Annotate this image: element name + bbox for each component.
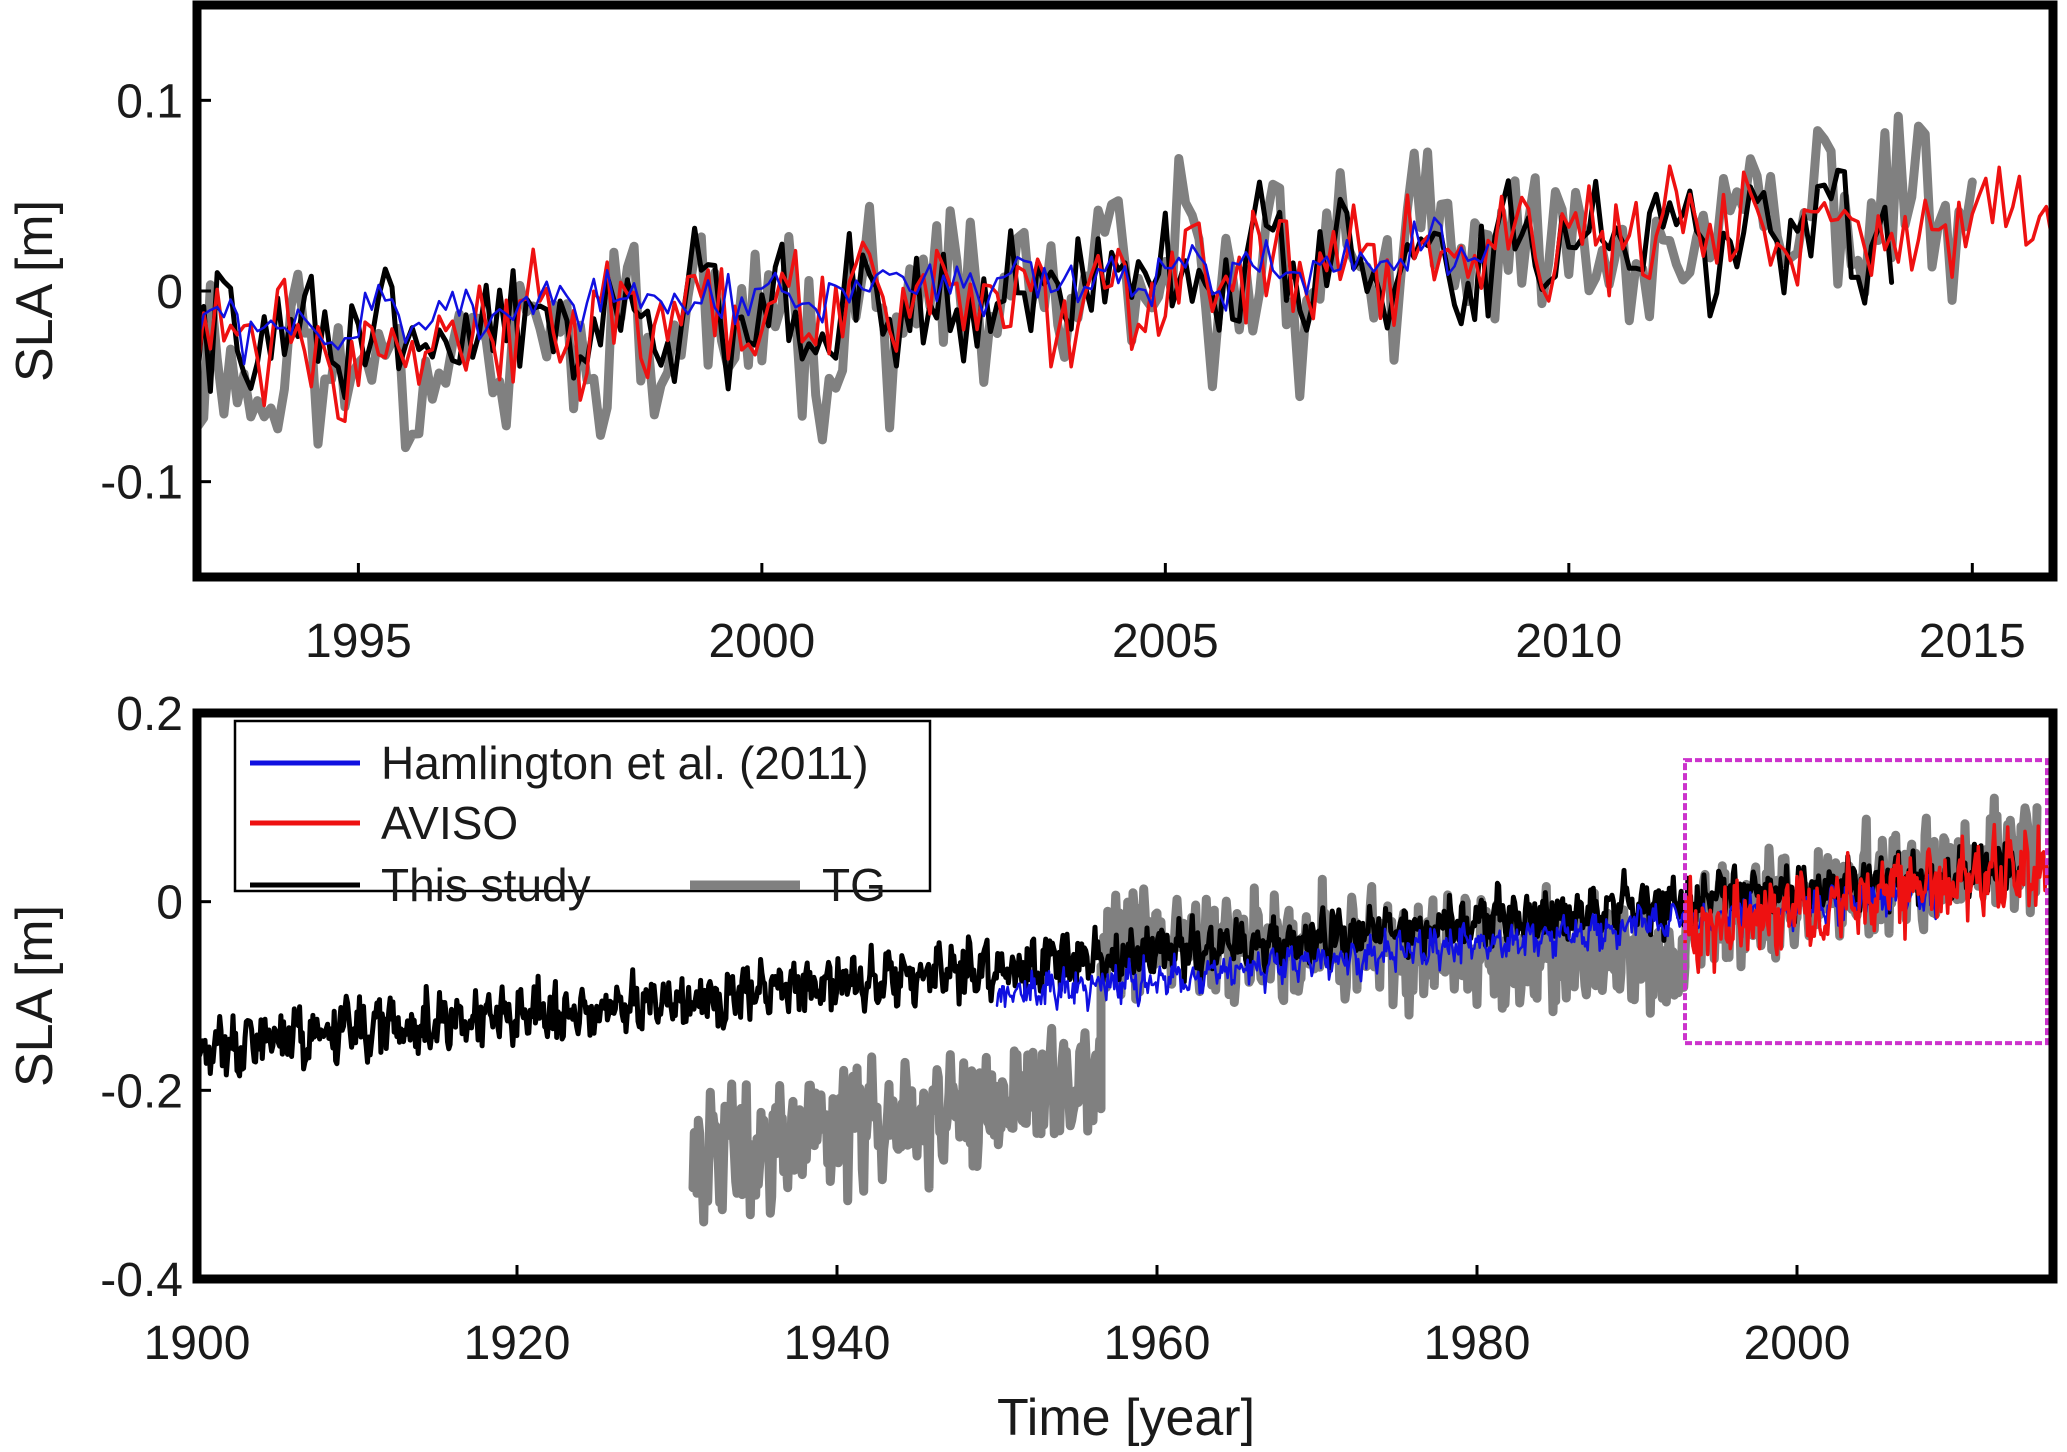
legend: Hamlington et al. (2011) AVISO This stud… bbox=[233, 719, 932, 911]
top-x-tick-label: 1995 bbox=[305, 615, 412, 668]
top-y-axis-label: SLA [m] bbox=[6, 200, 64, 382]
legend-box bbox=[233, 719, 932, 893]
top-x-tick-label: 2010 bbox=[1515, 615, 1622, 668]
top-x-tick-label: 2005 bbox=[1112, 615, 1219, 668]
top-y-tick-label: 0 bbox=[156, 266, 183, 319]
legend-label-tg: TG bbox=[822, 859, 886, 911]
bottom-y-axis-label: SLA [m] bbox=[6, 905, 64, 1087]
bottom-x-tick-label: 1940 bbox=[784, 1317, 891, 1370]
top-panel: -0.1 0 0.1 1995 2000 2005 2010 2015 SLA [m] bbox=[6, 0, 2058, 668]
bottom-series-this-study bbox=[197, 841, 2024, 1079]
bottom-y-ticks: -0.4 -0.2 0 0.2 bbox=[100, 688, 211, 1307]
top-y-tick-label: 0.1 bbox=[116, 75, 183, 128]
top-series-hamlington-et-al-2011 bbox=[197, 216, 1490, 366]
top-x-tick-label: 2000 bbox=[708, 615, 815, 668]
bottom-y-tick-label: -0.2 bbox=[100, 1065, 183, 1118]
top-series-aviso bbox=[197, 164, 2053, 424]
highlight-region-box bbox=[1683, 758, 2049, 1046]
bottom-plot-frame bbox=[192, 708, 2058, 1284]
bottom-series-aviso bbox=[1683, 822, 2053, 974]
bottom-y-tick-label: -0.4 bbox=[100, 1254, 183, 1307]
top-series-group bbox=[197, 111, 2053, 453]
bottom-x-tick-label: 2000 bbox=[1744, 1317, 1851, 1370]
bottom-panel: -0.4 -0.2 0 0.2 1900 1920 1940 1960 1980 2000 SL… bbox=[6, 688, 2058, 1447]
top-y-ticks: -0.1 0 0.1 bbox=[100, 75, 211, 510]
bottom-series-group bbox=[197, 793, 2053, 1227]
bottom-x-tick-label: 1900 bbox=[144, 1317, 251, 1370]
bottom-y-tick-label: 0.2 bbox=[116, 688, 183, 741]
bottom-x-tick-label: 1980 bbox=[1424, 1317, 1531, 1370]
bottom-y-tick-label: 0 bbox=[156, 877, 183, 930]
top-x-ticks: 1995 2000 2005 2010 2015 bbox=[305, 563, 2026, 668]
legend-label-this-study: This study bbox=[381, 859, 591, 911]
top-y-tick-label: -0.1 bbox=[100, 457, 183, 510]
legend-label-hamlington: Hamlington et al. (2011) bbox=[381, 737, 869, 789]
bottom-x-ticks: 1900 1920 1940 1960 1980 2000 bbox=[144, 1265, 1851, 1370]
legend-label-aviso: AVISO bbox=[381, 797, 518, 849]
bottom-x-tick-label: 1960 bbox=[1104, 1317, 1211, 1370]
top-x-tick-label: 2015 bbox=[1919, 615, 2026, 668]
bottom-x-axis-label: Time [year] bbox=[997, 1389, 1255, 1447]
bottom-x-tick-label: 1920 bbox=[464, 1317, 571, 1370]
